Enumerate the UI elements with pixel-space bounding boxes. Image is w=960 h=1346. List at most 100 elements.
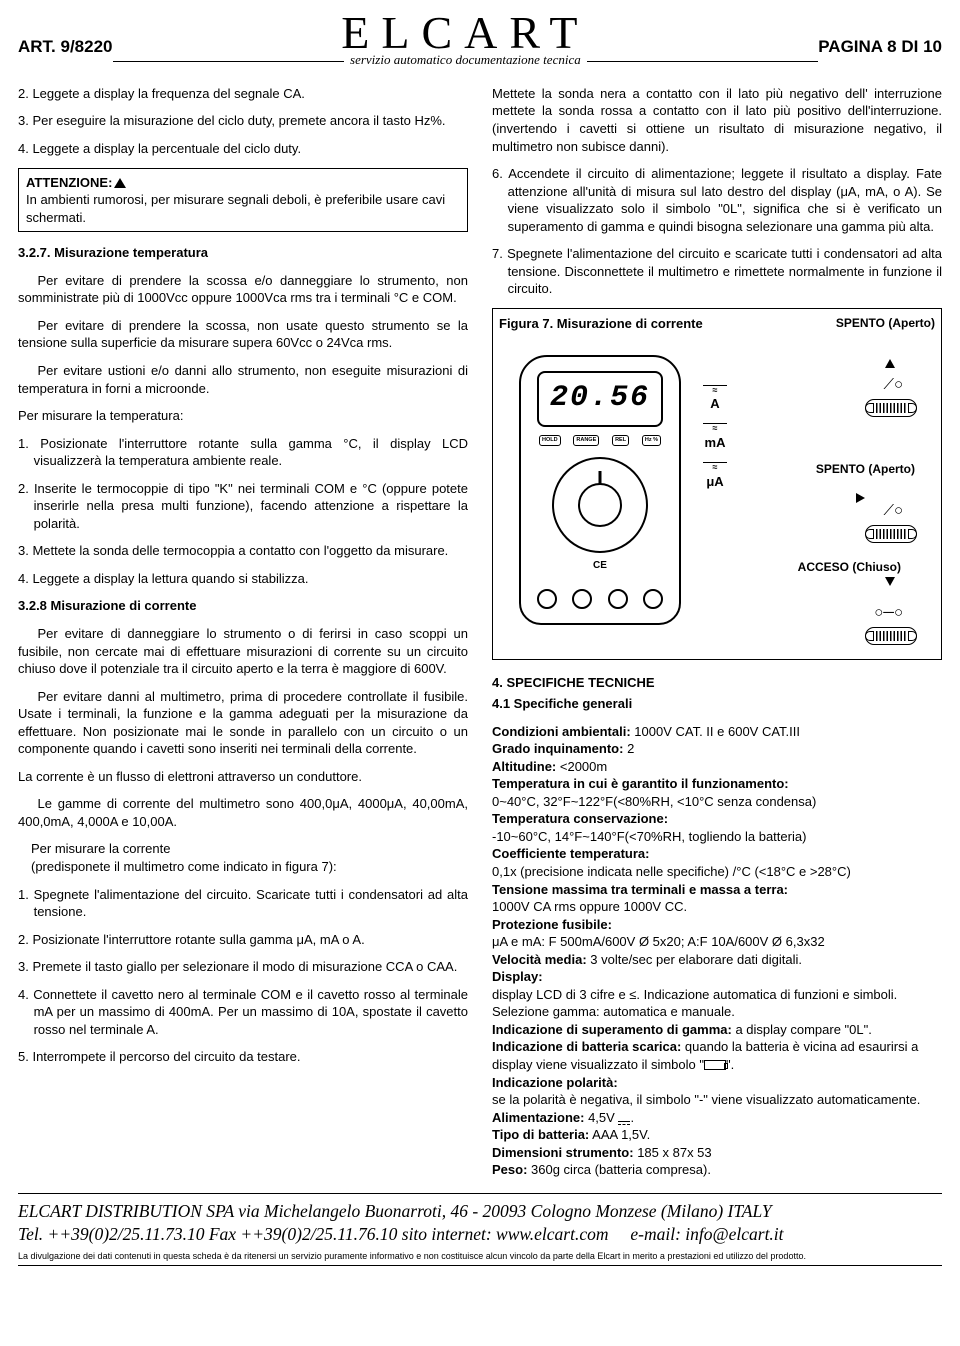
footer-email: e-mail: info@elcart.it [630, 1224, 783, 1244]
spec-coef-value: 0,1x (precisione indicata nelle specific… [492, 863, 942, 881]
fig-spento-mid: SPENTO (Aperto) [816, 461, 915, 477]
spec-optemp-label: Temperatura in cui è garantito il funzio… [492, 776, 789, 791]
spec-batt-value: AAA 1,5V. [589, 1127, 650, 1142]
spec-polarity-value: se la polarità è negativa, il simbolo "-… [492, 1091, 942, 1109]
spec-power-value: 4,5V [584, 1110, 614, 1125]
footer-contact: Tel. ++39(0)2/25.11.73.10 Fax ++39(0)2/2… [18, 1223, 942, 1247]
footer-phone-web: Tel. ++39(0)2/25.11.73.10 Fax ++39(0)2/2… [18, 1224, 609, 1244]
spec-stortemp-label: Temperatura conservazione: [492, 811, 668, 826]
spec-overrange-value: a display compare "0L". [732, 1022, 872, 1037]
page-footer: ELCART DISTRIBUTION SPA via Michelangelo… [18, 1193, 942, 1266]
warning-icon [114, 178, 126, 188]
specifications-block: Condizioni ambientali: 1000V CAT. II e 6… [492, 723, 942, 1179]
temp-li3: 3. Mettete la sonda delle termocoppia a … [18, 542, 468, 560]
component-1-icon [865, 399, 917, 417]
warning-box: ATTENZIONE: In ambienti rumorosi, per mi… [18, 168, 468, 233]
spec-env-value: 1000V CAT. II e 600V CAT.III [631, 724, 800, 739]
step-3: 3. Per eseguire la misurazione del ciclo… [18, 112, 468, 130]
cur-li2: 2. Posizionate l'interruttore rotante su… [18, 931, 468, 949]
spec-dim-label: Dimensioni strumento: [492, 1145, 634, 1160]
brand-name: ELCART [113, 12, 819, 53]
footer-address: ELCART DISTRIBUTION SPA via Michelangelo… [18, 1200, 942, 1224]
spec-coef-label: Coefficiente temperatura: [492, 846, 649, 861]
step-4: 4. Leggete a display la percentuale del … [18, 140, 468, 158]
spec-display-value: display LCD di 3 cifre e ≤. Indicazione … [492, 986, 942, 1021]
section-327-title: 3.2.7. Misurazione temperatura [18, 244, 468, 262]
content-columns: 2. Leggete a display la frequenza del se… [18, 85, 942, 1179]
dc-icon [618, 1121, 630, 1122]
meter-jacks [537, 589, 663, 609]
meter-buttons: HOLDRANGERELHz % [539, 435, 661, 446]
warning-text: In ambienti rumorosi, per misurare segna… [26, 192, 445, 225]
p327d: Per misurare la temperatura: [18, 407, 468, 425]
right-column: Mettete la sonda nera a contatto con il … [492, 85, 942, 1179]
p327c: Per evitare ustioni e/o danni allo strum… [18, 362, 468, 397]
switch-open-1-icon: ⟋○ [883, 375, 903, 395]
arrow-up-icon [885, 359, 895, 368]
p328c: La corrente è un flusso di elettroni att… [18, 768, 468, 786]
spec-alt-value: <2000m [556, 759, 607, 774]
temp-li2: 2. Inserite le termocoppie di tipo "K" n… [18, 480, 468, 533]
cur-li1: 1. Spegnete l'alimentazione del circuito… [18, 886, 468, 921]
spec-poll-value: 2 [623, 741, 634, 756]
section-41-title: 4.1 Specifiche generali [492, 695, 942, 713]
p328d: Le gamme di corrente del multimetro sono… [18, 795, 468, 830]
spec-optemp-value: 0~40°C, 32°F~122°F(<80%RH, <10°C senza c… [492, 793, 942, 811]
temp-li1: 1. Posizionate l'interruttore rotante su… [18, 435, 468, 470]
spec-fuse-value: μA e mA: F 500mA/600V Ø 5x20; A:F 10A/60… [492, 933, 942, 951]
spec-polarity-label: Indicazione polarità: [492, 1075, 618, 1090]
temp-li4: 4. Leggete a display la lettura quando s… [18, 570, 468, 588]
spec-lowbatt-label: Indicazione di batteria scarica: [492, 1039, 681, 1054]
p328b: Per evitare danni al multimetro, prima d… [18, 688, 468, 758]
component-3-icon [865, 627, 917, 645]
section-328-title: 3.2.8 Misurazione di corrente [18, 597, 468, 615]
label-A: A [710, 396, 719, 411]
p328e: Per misurare la corrente [18, 840, 468, 858]
article-code: ART. 9/8220 [18, 36, 113, 69]
cur-li3: 3. Premete il tasto giallo per seleziona… [18, 958, 468, 976]
measurement-labels: ≈A ≈mA ≈μA [703, 385, 727, 502]
figure-7-box: Figura 7. Misurazione di corrente SPENTO… [492, 308, 942, 660]
label-uA: μA [706, 474, 723, 489]
meter-icon: 20.56 HOLDRANGERELHz % CE [519, 355, 681, 625]
p327a: Per evitare di prendere la scossa e/o da… [18, 272, 468, 307]
spec-fuse-label: Protezione fusibile: [492, 917, 612, 932]
brand-block: ELCART servizio automatico documentazion… [113, 12, 819, 69]
left-column: 2. Leggete a display la frequenza del se… [18, 85, 468, 1179]
page-header: ART. 9/8220 ELCART servizio automatico d… [18, 12, 942, 69]
rli6: 6. Accendete il circuito di alimentazion… [492, 165, 942, 235]
spec-poll-label: Grado inquinamento: [492, 741, 623, 756]
spec-vmax-value: 1000V CA rms oppure 1000V CC. [492, 898, 942, 916]
spec-power-label: Alimentazione: [492, 1110, 584, 1125]
fig-spento-top: SPENTO (Aperto) [836, 315, 935, 333]
spec-batt-label: Tipo di batteria: [492, 1127, 589, 1142]
figure-7-title: Figura 7. Misurazione di corrente [499, 315, 703, 333]
label-mA: mA [705, 435, 726, 450]
cur-li5: 5. Interrompete il percorso del circuito… [18, 1048, 468, 1066]
spec-alt-label: Altitudine: [492, 759, 556, 774]
brand-subtitle: servizio automatico documentazione tecni… [350, 51, 581, 69]
warning-label: ATTENZIONE: [26, 175, 112, 190]
rli7: 7. Spegnete l'alimentazione del circuito… [492, 245, 942, 298]
cur-li4: 4. Connettete il cavetto nero al termina… [18, 986, 468, 1039]
spec-display-label: Display: [492, 969, 543, 984]
p327b: Per evitare di prendere la scossa, non u… [18, 317, 468, 352]
spec-vmax-label: Tensione massima tra terminali e massa a… [492, 882, 788, 897]
fig-acceso: ACCESO (Chiuso) [798, 559, 901, 575]
switch-open-2-icon: ⟋○ [883, 501, 903, 521]
spec-dim-value: 185 x 87x 53 [634, 1145, 712, 1160]
spec-env-label: Condizioni ambientali: [492, 724, 631, 739]
p328a: Per evitare di danneggiare lo strumento … [18, 625, 468, 678]
component-2-icon [865, 525, 917, 543]
spec-speed-label: Velocità media: [492, 952, 587, 967]
p328f: (predisponete il multimetro come indicat… [18, 858, 468, 876]
battery-icon [704, 1060, 726, 1070]
page-number: PAGINA 8 DI 10 [818, 36, 942, 69]
meter-lcd: 20.56 [537, 371, 663, 427]
arrow-down-icon [885, 577, 895, 586]
step-2: 2. Leggete a display la frequenza del se… [18, 85, 468, 103]
spec-stortemp-value: -10~60°C, 14°F~140°F(<70%RH, togliendo l… [492, 828, 942, 846]
meter-dial-icon [552, 457, 648, 553]
arrow-right-icon [856, 493, 865, 503]
spec-speed-value: 3 volte/sec per elaborare dati digitali. [587, 952, 802, 967]
